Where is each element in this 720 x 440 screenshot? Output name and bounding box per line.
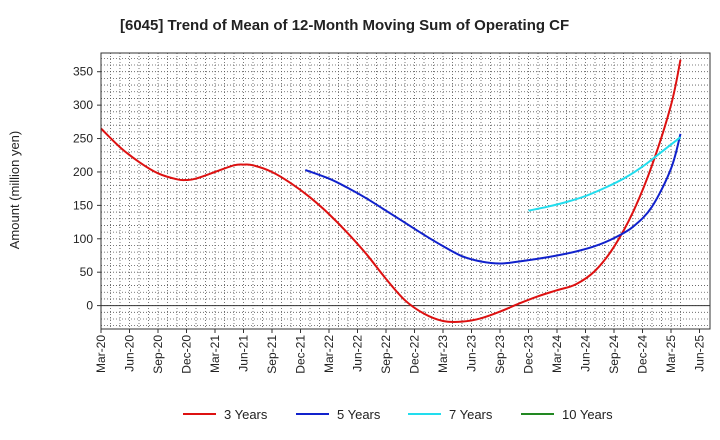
x-tick-label: Jun-22 [351,335,365,372]
plot-frame [100,52,711,330]
x-tick-label: Dec-24 [636,335,650,374]
x-tick-label: Sep-24 [607,335,621,374]
y-tick-label: 150 [73,198,93,212]
legend-label: 5 Years [337,407,381,422]
y-tick-label: 300 [73,98,93,112]
x-tick-label: Mar-25 [664,335,678,373]
x-tick-label: Jun-20 [123,335,137,372]
x-tick-label: Jun-21 [237,335,251,372]
y-tick-label: 350 [73,65,93,79]
x-tick-label: Mar-21 [208,335,222,373]
x-tick-label: Mar-24 [550,335,564,373]
x-tick-label: Dec-22 [408,335,422,374]
series-line-7-years [528,136,682,212]
y-tick-label: 250 [73,132,93,146]
legend-label: 10 Years [562,407,613,422]
x-tick-label: Jun-25 [693,335,707,372]
y-axis-label: Amount (million yen) [7,131,22,250]
legend: 3 Years 5 Years 7 Years 10 Years [183,407,613,422]
legend-label: 7 Years [449,407,493,422]
x-tick-label: Dec-21 [294,335,308,374]
chart-title: [6045] Trend of Mean of 12-Month Moving … [120,17,569,34]
x-tick-label: Dec-20 [180,335,194,374]
x-tick-label: Dec-23 [522,335,536,374]
x-tick-label: Mar-20 [94,335,108,373]
x-tick-label: Jun-23 [465,335,479,372]
x-tick-label: Jun-24 [579,335,593,372]
y-ticks: 0 50 100 150 200 250 300 350 [73,65,101,313]
y-tick-label: 0 [86,299,93,313]
series-line-5-years [304,133,682,265]
x-tick-label: Sep-21 [265,335,279,374]
plot-area [101,53,710,329]
y-tick-label: 100 [73,232,93,246]
x-tick-label: Mar-22 [322,335,336,373]
x-tick-label: Mar-23 [436,335,450,373]
y-tick-label: 50 [80,265,94,279]
x-tick-label: Sep-20 [151,335,165,374]
x-ticks: Mar-20 Jun-20 Sep-20 Dec-20 Mar-21 Jun-21 Sep-… [94,329,707,374]
y-tick-label: 200 [73,165,93,179]
x-tick-label: Sep-23 [493,335,507,374]
x-tick-label: Sep-22 [379,335,393,374]
series-line-3-years [100,59,682,323]
series-lines [100,59,682,323]
legend-label: 3 Years [224,407,268,422]
